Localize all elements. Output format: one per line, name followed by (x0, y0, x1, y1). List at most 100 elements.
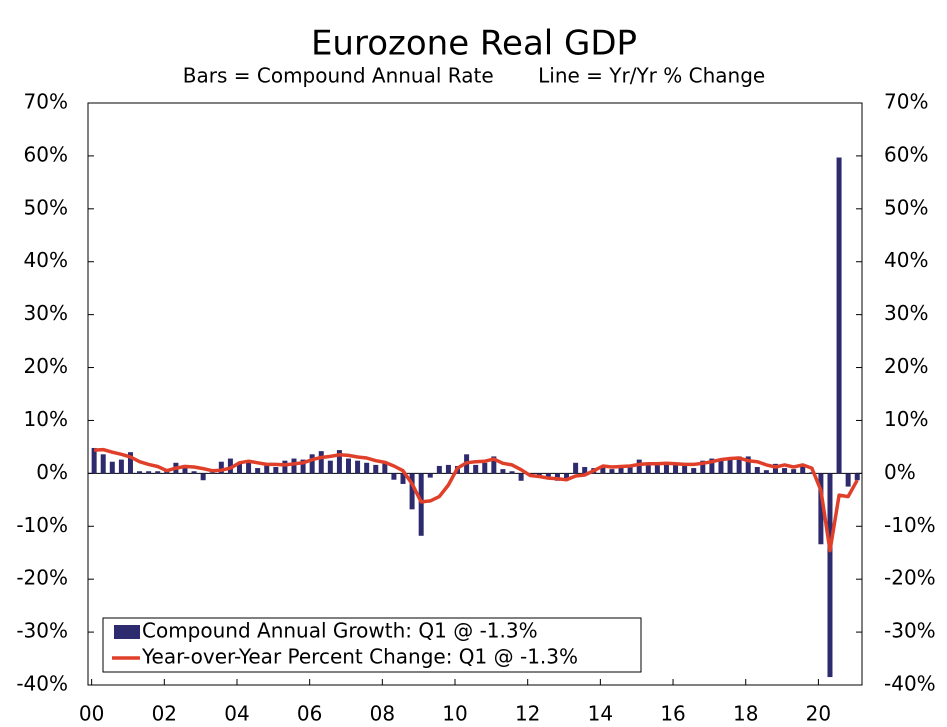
y-tick-label: 40% (24, 248, 68, 272)
y2-tick-label: 10% (884, 407, 928, 431)
bar (373, 464, 379, 474)
y-tick-label: 10% (24, 407, 68, 431)
bar (509, 471, 515, 474)
chart-subtitle: Bars = Compound Annual Rate Line = Yr/Yr… (183, 64, 765, 88)
y2-tick-label: 20% (884, 354, 928, 378)
bar (400, 473, 406, 484)
bar (182, 464, 188, 474)
plot-frame (87, 102, 863, 686)
bar (255, 468, 261, 474)
bar (518, 473, 524, 481)
bar (763, 470, 769, 474)
bar (264, 464, 270, 474)
bar (100, 454, 106, 474)
bar (109, 461, 115, 474)
bar (473, 464, 479, 474)
bar (246, 460, 252, 474)
bar (600, 467, 606, 474)
bar (673, 462, 679, 474)
chart-title: Eurozone Real GDP (311, 24, 637, 64)
bar (573, 462, 579, 474)
bar (800, 465, 806, 474)
y2-tick-label: 70% (884, 90, 928, 114)
bar (382, 462, 388, 474)
bar (718, 459, 724, 474)
y2-tick-label: 40% (884, 248, 928, 272)
bar (355, 460, 361, 474)
x-tick-label: 00 (79, 702, 104, 726)
y2-tick-label: 60% (884, 142, 928, 166)
bar (409, 473, 415, 510)
bar (364, 462, 370, 474)
y-tick-label: -40% (16, 672, 68, 696)
bar (500, 469, 506, 474)
bar (318, 451, 324, 474)
bar (818, 473, 824, 545)
legend-label: Year-over-Year Percent Change: Q1 @ -1.3… (141, 645, 578, 669)
legend-label: Compound Annual Growth: Q1 @ -1.3% (142, 619, 538, 643)
bar (700, 460, 706, 474)
bar (227, 458, 233, 474)
x-tick-label: 16 (660, 702, 685, 726)
bar (727, 458, 733, 474)
y2-tick-label: 30% (884, 301, 928, 325)
bar (155, 471, 161, 474)
bar (564, 473, 570, 480)
x-tick-label: 02 (152, 702, 177, 726)
bar (118, 459, 124, 474)
bar (736, 456, 742, 474)
bar (336, 450, 342, 474)
legend-box (102, 617, 642, 673)
y-tick-label: -10% (16, 513, 68, 537)
bar (209, 472, 215, 474)
bar (545, 473, 551, 477)
bar (346, 458, 351, 474)
bar (218, 461, 224, 474)
x-tick-label: 20 (806, 702, 831, 726)
y-tick-label: 20% (24, 354, 68, 378)
bar (609, 469, 615, 474)
bar (282, 460, 288, 474)
y-tick-label: 0% (36, 460, 68, 484)
bar (418, 473, 424, 536)
x-tick-label: 18 (733, 702, 758, 726)
x-tick-label: 08 (370, 702, 395, 726)
bar (691, 468, 697, 474)
x-tick-label: 06 (297, 702, 322, 726)
bar (836, 157, 842, 474)
bar (782, 468, 788, 474)
bar (273, 467, 279, 474)
bar (845, 473, 851, 487)
bar (582, 467, 588, 474)
bar (327, 460, 333, 474)
legend: Compound Annual Growth: Q1 @ -1.3%Year-o… (102, 617, 642, 673)
bar (391, 473, 397, 480)
bar (309, 454, 315, 474)
bar (127, 452, 133, 474)
bar (291, 458, 297, 474)
y-tick-label: -20% (16, 566, 68, 590)
x-tick-label: 14 (588, 702, 613, 726)
y2-tick-label: -30% (884, 619, 936, 643)
bar (754, 467, 760, 474)
y2-tick-label: 0% (884, 460, 916, 484)
bar (618, 465, 624, 474)
bar (200, 473, 206, 481)
bar (436, 465, 442, 474)
bar (137, 471, 143, 474)
bar (654, 464, 660, 474)
bar (236, 463, 242, 474)
bar (709, 458, 715, 474)
bar (445, 464, 451, 474)
bar (854, 473, 860, 481)
bar (663, 463, 669, 474)
y2-tick-label: -40% (884, 672, 936, 696)
bar (300, 459, 306, 474)
bar (191, 471, 197, 474)
bar (91, 447, 97, 474)
x-tick-label: 10 (442, 702, 467, 726)
bar (491, 456, 497, 474)
y2-tick-label: -10% (884, 513, 936, 537)
bar (636, 459, 642, 474)
y-tick-label: 30% (24, 301, 68, 325)
